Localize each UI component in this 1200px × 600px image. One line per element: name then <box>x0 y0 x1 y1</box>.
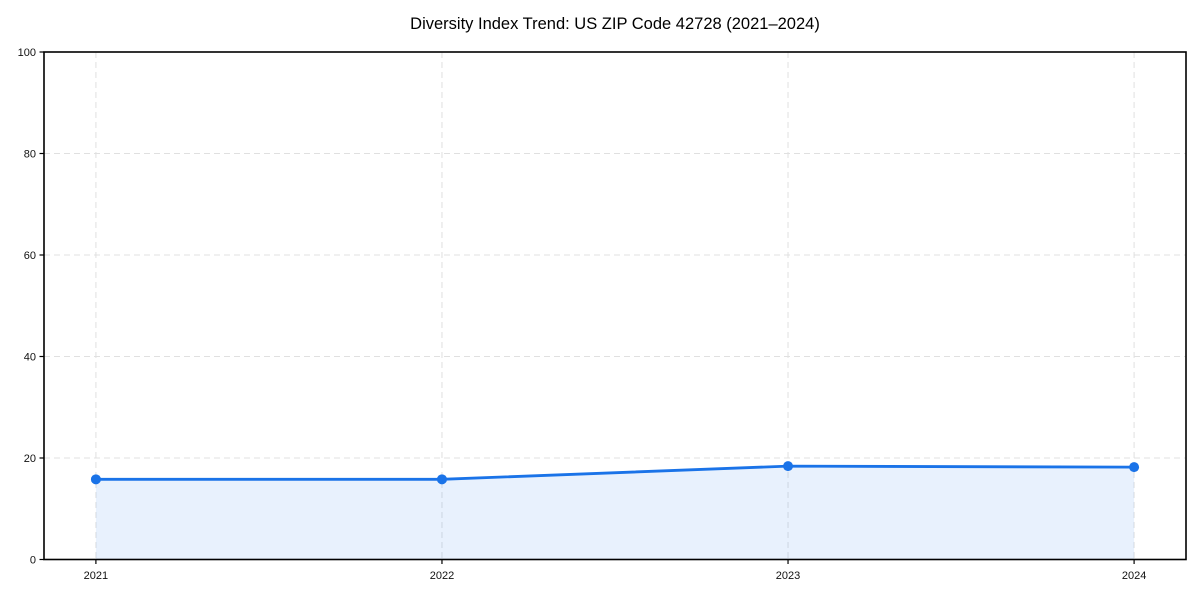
data-point-marker <box>1129 462 1140 473</box>
axis-tick-layer: 0 20 40 60 80 100 2021 2022 2023 2024 <box>18 47 1147 582</box>
y-axis-tick-label: 40 <box>24 351 36 363</box>
y-axis-tick-label: 0 <box>30 554 36 566</box>
y-axis-tick-label: 20 <box>24 453 36 465</box>
grid-layer <box>44 52 1186 560</box>
x-axis-tick-label: 2023 <box>776 570 800 582</box>
line-layer <box>94 464 1136 481</box>
area-layer <box>95 466 1135 560</box>
y-axis-tick-label: 60 <box>24 250 36 262</box>
y-axis-tick-label: 100 <box>18 47 36 59</box>
data-point-marker <box>90 474 101 485</box>
x-axis-tick-label: 2021 <box>84 570 108 582</box>
plot-border <box>43 51 1187 561</box>
data-point-marker <box>436 474 447 485</box>
chart-title: Diversity Index Trend: US ZIP Code 42728… <box>410 15 820 33</box>
y-axis-tick-label: 80 <box>24 148 36 160</box>
x-axis-tick-label: 2022 <box>430 570 454 582</box>
trend-line <box>94 464 1136 481</box>
marker-layer <box>90 461 1140 485</box>
area-fill <box>95 466 1135 560</box>
x-axis-tick-label: 2024 <box>1122 570 1146 582</box>
data-point-marker <box>783 461 794 472</box>
